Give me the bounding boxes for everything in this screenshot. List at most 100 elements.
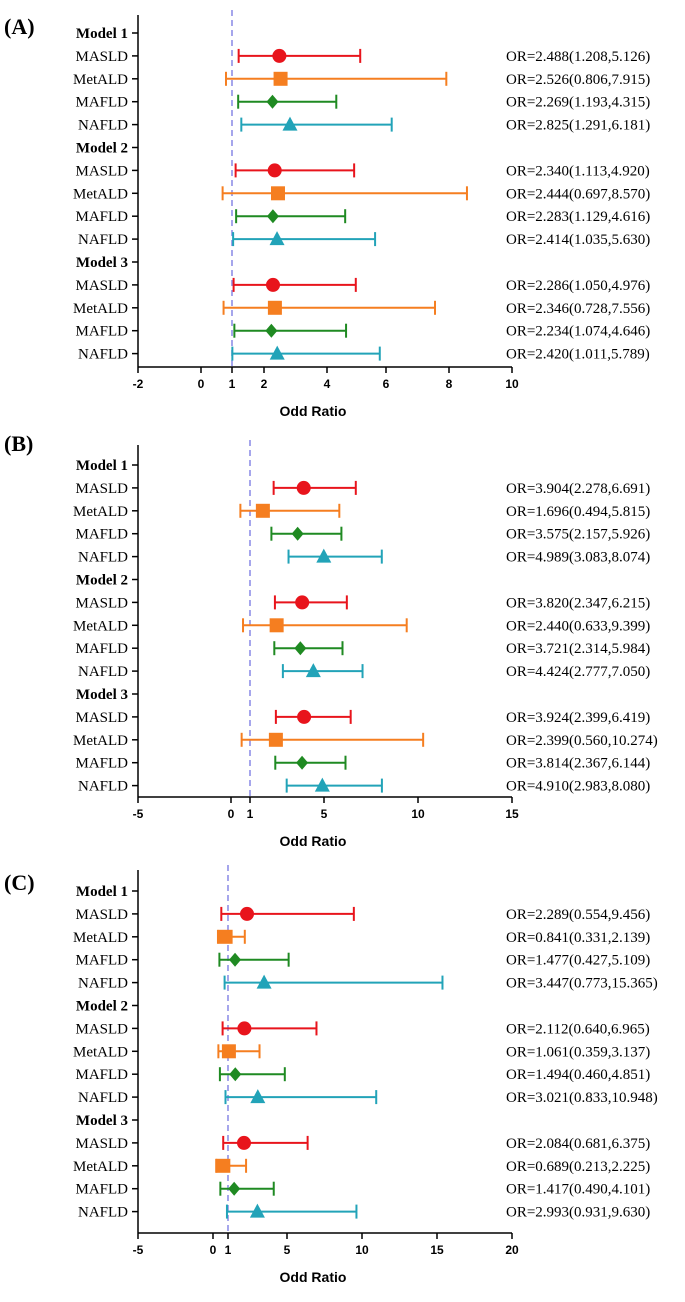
or-point-triangle bbox=[269, 345, 285, 360]
x-axis-title: Odd Ratio bbox=[280, 1269, 347, 1285]
or-value-text: OR=2.414(1.035,5.630) bbox=[506, 232, 650, 248]
row-label: MAFLD bbox=[75, 1067, 128, 1083]
row-label: NAFLD bbox=[78, 347, 128, 363]
or-point-circle bbox=[267, 163, 282, 178]
or-point-triangle bbox=[269, 231, 285, 246]
or-value-text: OR=3.814(2.367,6.144) bbox=[506, 756, 650, 772]
or-value-text: OR=2.340(1.113,4.920) bbox=[506, 163, 650, 179]
or-value-text: OR=2.444(0.697,8.570) bbox=[506, 186, 650, 202]
or-value-text: OR=2.286(1.050,4.976) bbox=[506, 278, 650, 294]
row-label: MAFLD bbox=[75, 209, 128, 225]
or-value-text: OR=3.904(2.278,6.691) bbox=[506, 481, 650, 497]
or-point-square bbox=[221, 1044, 236, 1059]
x-tick-label: 20 bbox=[505, 1243, 519, 1257]
row-label: NAFLD bbox=[78, 976, 128, 992]
row-label: MetALD bbox=[73, 186, 128, 202]
x-tick-label: 0 bbox=[228, 807, 235, 821]
row-label: MAFLD bbox=[75, 95, 128, 111]
or-point-square bbox=[267, 300, 282, 315]
model-label: Model 1 bbox=[76, 458, 128, 474]
row-label: MetALD bbox=[73, 618, 128, 634]
or-point-diamond bbox=[266, 209, 279, 224]
or-point-square bbox=[269, 618, 284, 633]
x-tick-label: 15 bbox=[505, 807, 519, 821]
row-label: NAFLD bbox=[78, 232, 128, 248]
or-value-text: OR=2.269(1.193,4.315) bbox=[506, 95, 650, 111]
model-label: Model 1 bbox=[76, 884, 128, 900]
or-value-text: OR=1.061(0.359,3.137) bbox=[506, 1044, 650, 1060]
or-point-square bbox=[255, 503, 270, 518]
x-tick-label: 5 bbox=[321, 807, 328, 821]
or-point-triangle bbox=[314, 777, 330, 792]
row-label: NAFLD bbox=[78, 1205, 128, 1221]
or-point-square bbox=[218, 929, 233, 944]
row-label: MAFLD bbox=[75, 324, 128, 340]
or-value-text: OR=1.477(0.427,5.109) bbox=[506, 953, 650, 969]
row-label: MetALD bbox=[73, 733, 128, 749]
or-point-circle bbox=[295, 595, 310, 610]
panel-0: (A) -2 0 1 2 4 6 8 10 Odd Ratio Model 1 MASLD OR=2.4… bbox=[4, 10, 650, 419]
panel-label: (B) bbox=[4, 431, 33, 456]
or-value-text: OR=1.696(0.494,5.815) bbox=[506, 504, 650, 520]
or-point-triangle bbox=[250, 1089, 266, 1104]
row-label: MASLD bbox=[75, 481, 128, 497]
model-label: Model 3 bbox=[76, 687, 128, 703]
panel-label: (A) bbox=[4, 14, 35, 39]
or-point-diamond bbox=[229, 1067, 242, 1082]
or-point-diamond bbox=[291, 526, 304, 541]
x-tick-label: 1 bbox=[225, 1243, 232, 1257]
x-tick-label: 0 bbox=[198, 377, 205, 391]
model-label: Model 2 bbox=[76, 573, 128, 589]
model-label: Model 3 bbox=[76, 1113, 128, 1129]
x-tick-label: 8 bbox=[446, 377, 453, 391]
x-tick-label: 10 bbox=[355, 1243, 369, 1257]
or-value-text: OR=4.910(2.983,8.080) bbox=[506, 779, 650, 795]
x-tick-label: 1 bbox=[247, 807, 254, 821]
or-point-square bbox=[216, 1158, 231, 1173]
row-label: NAFLD bbox=[78, 118, 128, 134]
x-tick-label: -2 bbox=[133, 377, 144, 391]
or-point-circle bbox=[237, 1021, 252, 1036]
row-label: MetALD bbox=[73, 504, 128, 520]
row-label: NAFLD bbox=[78, 779, 128, 795]
or-value-text: OR=2.993(0.931,9.630) bbox=[506, 1205, 650, 1221]
x-tick-label: 15 bbox=[430, 1243, 444, 1257]
or-value-text: OR=2.234(1.074,4.646) bbox=[506, 324, 650, 340]
row-label: NAFLD bbox=[78, 664, 128, 680]
row-label: MASLD bbox=[75, 163, 128, 179]
or-value-text: OR=2.825(1.291,6.181) bbox=[506, 118, 650, 134]
x-tick-label: 10 bbox=[505, 377, 519, 391]
x-tick-label: -5 bbox=[133, 1243, 144, 1257]
x-axis-title: Odd Ratio bbox=[280, 833, 347, 849]
x-tick-label: -5 bbox=[133, 807, 144, 821]
row-label: MetALD bbox=[73, 72, 128, 88]
or-point-triangle bbox=[305, 663, 321, 678]
row-label: NAFLD bbox=[78, 550, 128, 566]
row-label: MAFLD bbox=[75, 641, 128, 657]
x-tick-label: 1 bbox=[229, 377, 236, 391]
or-point-triangle bbox=[249, 1203, 265, 1218]
row-label: MAFLD bbox=[75, 756, 128, 772]
x-axis-title: Odd Ratio bbox=[280, 403, 347, 419]
model-label: Model 2 bbox=[76, 999, 128, 1015]
or-point-triangle bbox=[256, 974, 272, 989]
row-label: MAFLD bbox=[75, 527, 128, 543]
model-label: Model 2 bbox=[76, 141, 128, 157]
or-value-text: OR=4.989(3.083,8.074) bbox=[506, 550, 650, 566]
or-point-diamond bbox=[296, 755, 309, 770]
row-label: MAFLD bbox=[75, 953, 128, 969]
or-value-text: OR=3.820(2.347,6.215) bbox=[506, 595, 650, 611]
row-label: MetALD bbox=[73, 1044, 128, 1060]
row-label: MASLD bbox=[75, 710, 128, 726]
row-label: MASLD bbox=[75, 278, 128, 294]
or-point-circle bbox=[240, 906, 255, 921]
or-value-text: OR=2.526(0.806,7.915) bbox=[506, 72, 650, 88]
or-value-text: OR=3.575(2.157,5.926) bbox=[506, 527, 650, 543]
or-point-diamond bbox=[229, 952, 242, 967]
or-value-text: OR=3.021(0.833,10.948) bbox=[506, 1090, 658, 1106]
or-point-square bbox=[268, 732, 283, 747]
row-label: MetALD bbox=[73, 930, 128, 946]
or-point-circle bbox=[296, 480, 311, 495]
